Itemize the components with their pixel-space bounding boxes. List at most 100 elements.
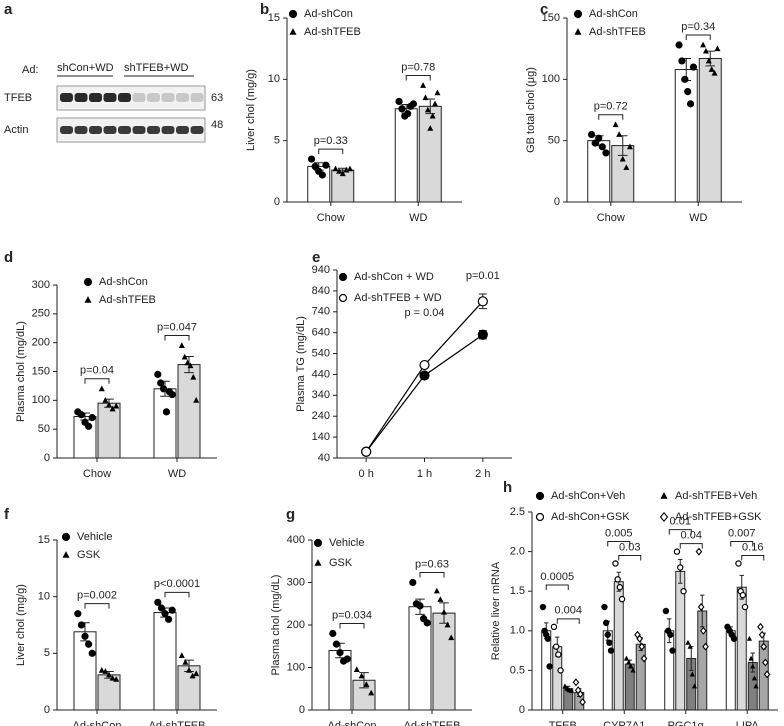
significance-bracket <box>84 378 110 384</box>
blot-band <box>161 93 175 102</box>
significance-bracket <box>405 74 431 81</box>
p-value: p=0.72 <box>594 101 628 113</box>
data-point <box>746 635 753 641</box>
y-tick-label: 40 <box>318 452 330 464</box>
data-point <box>448 634 455 641</box>
legend-marker <box>83 277 93 287</box>
y-tick-label: 0 <box>44 452 50 464</box>
line <box>365 334 484 453</box>
p-value: p<0.0001 <box>154 578 200 590</box>
data-point <box>702 642 709 651</box>
data-point <box>623 655 630 661</box>
significance-bracket <box>84 603 110 609</box>
bar <box>177 364 201 459</box>
legend-marker <box>535 491 545 501</box>
data-point <box>161 610 169 618</box>
data-point <box>419 359 430 371</box>
data-point <box>178 652 185 658</box>
legend-label: Ad-shTFEB+Veh <box>675 490 757 502</box>
data-point <box>368 689 375 696</box>
p-value: p = 0.04 <box>404 307 444 319</box>
data-point <box>193 670 200 677</box>
data-point <box>332 165 339 172</box>
bar <box>418 105 442 203</box>
panel-label: f <box>4 506 10 523</box>
blot-band <box>132 93 146 102</box>
data-point <box>422 94 429 101</box>
data-point <box>677 564 684 571</box>
data-point <box>730 635 738 642</box>
data-point <box>739 591 747 599</box>
panel-label: e <box>312 249 320 266</box>
blot-band <box>118 93 131 102</box>
legend-marker <box>61 532 71 542</box>
data-point <box>178 342 185 348</box>
data-point <box>614 576 621 583</box>
data-point <box>109 674 116 681</box>
blot-band <box>132 126 146 134</box>
data-point <box>427 125 434 131</box>
data-point <box>182 659 189 665</box>
y-axis-label: Liver chol (mg/g) <box>245 69 257 151</box>
legend-label: Ad-shCon + WD <box>354 271 434 283</box>
y-tick-label: 300 <box>32 279 50 291</box>
data-point <box>162 408 171 416</box>
data-point <box>437 596 444 602</box>
y-tick-label: 540 <box>312 347 330 359</box>
mw-marker: 48 <box>211 119 223 131</box>
x-tick-label: LIPA <box>736 720 760 726</box>
significance-bracket <box>164 591 190 598</box>
legend-marker <box>313 538 323 548</box>
blot-row-label: Actin <box>4 124 28 136</box>
p-value: p=0.034 <box>332 609 372 621</box>
legend-marker <box>574 28 582 35</box>
data-point <box>318 171 326 179</box>
legend-label: Ad-shTFEB + WD <box>354 292 442 304</box>
legend-marker <box>314 559 322 566</box>
data-point <box>444 621 451 628</box>
blot-band <box>60 126 73 134</box>
significance-bracket <box>556 618 580 624</box>
data-point <box>557 667 564 674</box>
data-point <box>441 608 447 615</box>
blot-band <box>176 126 189 134</box>
y-tick-label: 150 <box>542 12 560 24</box>
y-tick-label: 150 <box>32 365 50 377</box>
data-point <box>106 671 112 678</box>
data-point <box>606 639 613 646</box>
legend-label: Ad-shCon <box>99 276 148 288</box>
y-tick-label: 240 <box>312 410 330 422</box>
significance-bracket <box>598 114 624 120</box>
data-point <box>598 143 606 151</box>
data-point <box>705 57 712 64</box>
data-point <box>106 401 112 408</box>
data-point <box>409 100 418 108</box>
p-value: 0.03 <box>619 541 640 553</box>
y-axis-label: Relative liver mRNA <box>490 561 502 660</box>
data-point <box>154 598 162 606</box>
data-point <box>193 397 200 403</box>
y-tick-label: 1.5 <box>510 585 525 597</box>
x-tick-label: PGC1α <box>668 720 705 726</box>
significance-bracket <box>618 554 642 561</box>
legend-marker <box>535 512 545 522</box>
data-point <box>432 100 439 107</box>
data-point <box>157 604 165 612</box>
data-point <box>77 621 86 629</box>
data-point <box>675 41 683 49</box>
y-axis-label: Plasma chol (mg/dL) <box>270 575 282 676</box>
p-value: 0.007 <box>728 527 756 539</box>
data-point <box>420 82 427 88</box>
x-tick-label: Ad-shCon <box>73 720 122 726</box>
panel-label: d <box>4 249 13 266</box>
data-point <box>398 105 406 113</box>
data-point <box>159 385 168 393</box>
y-tick-label: 15 <box>38 534 50 546</box>
data-point <box>587 130 596 139</box>
x-tick-label: Ad-shTFEB <box>404 720 461 726</box>
significance-bracket <box>419 572 445 578</box>
data-point <box>607 647 615 654</box>
y-axis-label: Plasma chol (mg/dL) <box>15 321 27 422</box>
x-tick-label: WD <box>409 212 427 224</box>
data-point <box>424 106 431 113</box>
